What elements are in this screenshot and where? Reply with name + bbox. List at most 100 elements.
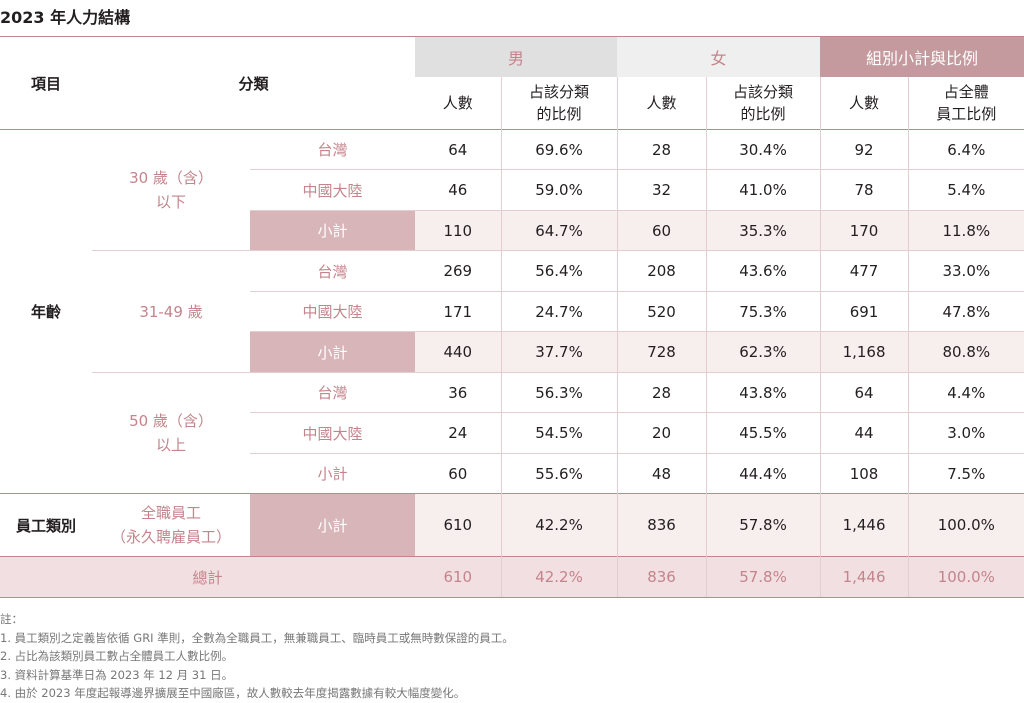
- total-ratio: 3.0%: [907, 412, 1024, 454]
- table-row: 中國大陸 24 54.5% 20 45.5% 44 3.0%: [0, 412, 1024, 454]
- footnote: 3. 資料計算基準日為 2023 年 12 月 31 日。: [0, 667, 234, 682]
- subtotal-label: 小計: [250, 210, 416, 251]
- age-group-label: 50 歲（含） 以上: [92, 372, 250, 494]
- category-label: 中國大陸: [250, 291, 416, 332]
- category-label: 中國大陸: [250, 169, 416, 211]
- item-header: 項目: [0, 36, 92, 130]
- female-count: 836: [616, 493, 707, 557]
- total-count: 64: [819, 372, 909, 413]
- total-row: 總計 610 42.2% 836 57.8% 1,446 100.0%: [0, 556, 1024, 598]
- male-count: 269: [415, 250, 502, 292]
- male-ratio: 24.7%: [500, 291, 618, 332]
- subtotal-label: 小計: [250, 493, 416, 557]
- table-row: 中國大陸 46 59.0% 32 41.0% 78 5.4%: [0, 169, 1024, 211]
- workforce-table: 項目 分類 男 女 組別小計與比例 人數 占該分類 的比例 人數 占該分類 的比例 …: [0, 36, 1024, 598]
- total-headcount-header: 人數: [819, 76, 909, 130]
- category-label: 台灣: [250, 372, 416, 413]
- table-row: 年齡 30 歲（含） 以下 台灣 64 69.6% 28 30.4% 92 6.4…: [0, 129, 1024, 494]
- total-ratio: 100.0%: [907, 493, 1024, 557]
- page-title: 2023 年人力結構: [0, 8, 131, 27]
- female-ratio-header: 占該分類 的比例: [705, 76, 821, 130]
- age-group-label: 30 歲（含） 以下: [92, 129, 250, 251]
- total-label: 總計: [0, 556, 416, 598]
- male-headcount-header: 人數: [442, 93, 473, 112]
- male-count: 64: [415, 129, 502, 170]
- female-header: 女: [617, 36, 821, 77]
- male-header: 男: [415, 36, 618, 77]
- male-ratio: 69.6%: [500, 129, 618, 170]
- male-count: 610: [415, 556, 502, 598]
- female-ratio: 57.8%: [705, 493, 821, 557]
- female-ratio: 62.3%: [705, 331, 821, 373]
- employee-type-group: 全職員工 （永久聘雇員工）: [92, 493, 250, 557]
- total-count: 44: [819, 412, 909, 454]
- female-count: 520: [616, 291, 707, 332]
- footnote: 2. 占比為該類別員工數占全體員工人數比例。: [0, 649, 234, 663]
- female-count: 28: [616, 372, 707, 413]
- total-count: 108: [819, 453, 909, 494]
- female-count: 32: [616, 169, 707, 211]
- category-header: 分類: [92, 36, 416, 130]
- male-count: 110: [415, 210, 502, 251]
- male-ratio: 55.6%: [500, 453, 618, 494]
- total-count: 92: [819, 129, 909, 170]
- table-row: 中國大陸 171 24.7% 520 75.3% 691 47.8%: [0, 291, 1024, 332]
- total-ratio: 4.4%: [907, 372, 1024, 413]
- age-item-label: 年齡: [0, 129, 92, 494]
- subtotal-row: 小計 440 37.7% 728 62.3% 1,168 80.8%: [0, 331, 1024, 373]
- female-count: 28: [616, 129, 707, 170]
- total-ratio-header: 占全體 員工比例: [907, 76, 1024, 130]
- employee-type-row: 員工類別 全職員工 （永久聘雇員工） 小計 610 42.2% 836 57.8%…: [0, 493, 1024, 557]
- female-count: 60: [616, 210, 707, 251]
- female-ratio: 43.8%: [705, 372, 821, 413]
- category-label: 台灣: [250, 129, 416, 170]
- total-ratio: 80.8%: [907, 331, 1024, 373]
- male-count: 60: [415, 453, 502, 494]
- employee-type-label: 員工類別: [0, 493, 92, 557]
- category-label: 中國大陸: [250, 412, 416, 454]
- male-ratio: 64.7%: [500, 210, 618, 251]
- female-ratio: 57.8%: [705, 556, 821, 598]
- table-row: 31-49 歲 台灣 269 56.4% 208 43.6% 477 33.0%: [0, 250, 1024, 373]
- total-count: 1,168: [819, 331, 909, 373]
- total-count: 1,446: [819, 556, 909, 598]
- male-ratio: 42.2%: [500, 556, 618, 598]
- total-count: 691: [819, 291, 909, 332]
- male-count: 24: [415, 412, 502, 454]
- category-label: 台灣: [250, 250, 416, 292]
- male-count: 610: [415, 493, 502, 557]
- total-count: 78: [819, 169, 909, 211]
- female-count: 48: [616, 453, 707, 494]
- subtotal-ratio-header: 組別小計與比例: [820, 36, 1024, 77]
- total-ratio: 5.4%: [907, 169, 1024, 211]
- female-headcount-header: 人數: [616, 76, 707, 130]
- male-ratio: 56.3%: [500, 372, 618, 413]
- male-ratio: 42.2%: [500, 493, 618, 557]
- footnote: 4. 由於 2023 年度起報導邊界擴展至中國廠區，故人數較去年度揭露數據有較大…: [0, 686, 466, 700]
- female-ratio: 43.6%: [705, 250, 821, 292]
- total-ratio: 47.8%: [907, 291, 1024, 332]
- total-ratio: 33.0%: [907, 250, 1024, 292]
- male-ratio-header: 占該分類 的比例: [500, 76, 618, 130]
- male-count: 171: [415, 291, 502, 332]
- female-ratio: 35.3%: [705, 210, 821, 251]
- male-count: 36: [415, 372, 502, 413]
- total-ratio: 100.0%: [907, 556, 1024, 598]
- female-count: 728: [616, 331, 707, 373]
- total-count: 477: [819, 250, 909, 292]
- footnotes: 註： 1. 員工類別之定義皆依循 GRI 準則，全數為全職員工，無兼職員工、臨時…: [0, 610, 514, 703]
- female-count: 836: [616, 556, 707, 598]
- total-ratio: 7.5%: [907, 453, 1024, 494]
- female-ratio: 75.3%: [705, 291, 821, 332]
- male-ratio: 56.4%: [500, 250, 618, 292]
- male-ratio: 54.5%: [500, 412, 618, 454]
- male-ratio: 37.7%: [500, 331, 618, 373]
- total-count: 170: [819, 210, 909, 251]
- male-count: 440: [415, 331, 502, 373]
- subtotal-label: 小計: [250, 453, 416, 494]
- female-ratio: 41.0%: [705, 169, 821, 211]
- total-count: 1,446: [819, 493, 909, 557]
- footnote: 1. 員工類別之定義皆依循 GRI 準則，全數為全職員工，無兼職員工、臨時員工或…: [0, 630, 514, 645]
- subtotal-row: 小計 60 55.6% 48 44.4% 108 7.5%: [0, 453, 1024, 494]
- female-ratio: 45.5%: [705, 412, 821, 454]
